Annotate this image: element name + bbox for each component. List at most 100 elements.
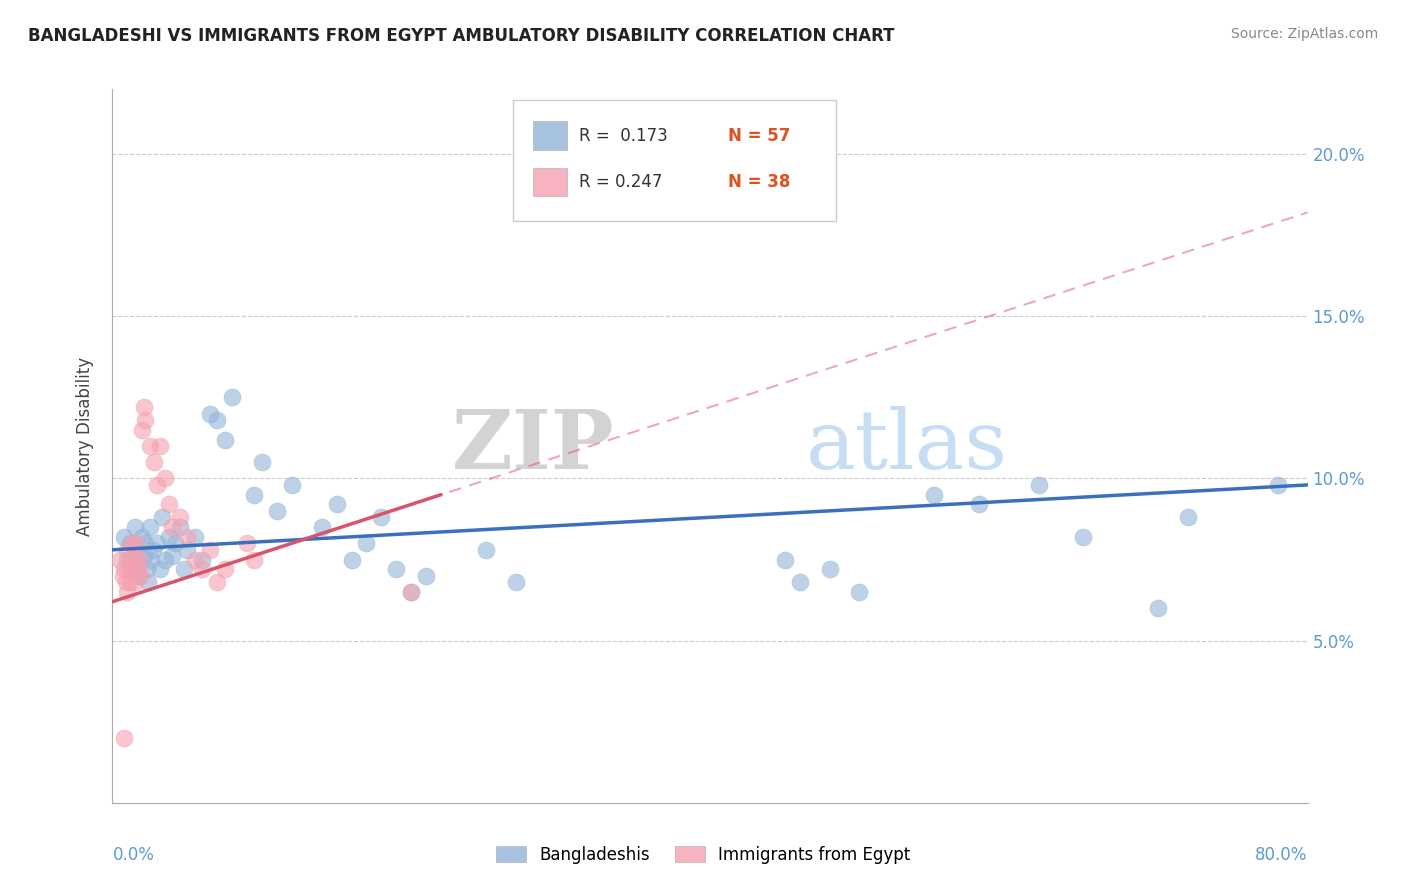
Point bbox=[131, 423, 153, 437]
Point bbox=[370, 510, 392, 524]
Point bbox=[176, 530, 198, 544]
Point bbox=[922, 488, 945, 502]
Point bbox=[385, 562, 408, 576]
Text: 0.0%: 0.0% bbox=[112, 846, 155, 863]
Text: BANGLADESHI VS IMMIGRANTS FROM EGYPT AMBULATORY DISABILITY CORRELATION CHART: BANGLADESHI VS IMMIGRANTS FROM EGYPT AMB… bbox=[28, 27, 894, 45]
Point bbox=[146, 478, 169, 492]
Point bbox=[1267, 478, 1289, 492]
Point bbox=[139, 520, 162, 534]
Point bbox=[281, 478, 304, 492]
Point bbox=[205, 413, 228, 427]
Point bbox=[214, 433, 236, 447]
Point bbox=[818, 562, 841, 576]
Point bbox=[150, 510, 173, 524]
Point bbox=[848, 585, 870, 599]
Point bbox=[114, 530, 135, 544]
Point bbox=[117, 552, 139, 566]
Point bbox=[125, 542, 148, 557]
Point bbox=[173, 562, 195, 576]
Point bbox=[157, 497, 180, 511]
Point bbox=[114, 731, 135, 745]
Point bbox=[1028, 478, 1050, 492]
Point bbox=[165, 536, 187, 550]
Point bbox=[108, 552, 131, 566]
Point bbox=[205, 575, 228, 590]
FancyBboxPatch shape bbox=[533, 168, 567, 196]
Point bbox=[128, 556, 150, 570]
Point bbox=[325, 497, 347, 511]
Point bbox=[111, 568, 134, 582]
Point bbox=[122, 562, 145, 576]
Point bbox=[121, 536, 143, 550]
Point bbox=[135, 562, 157, 576]
Point bbox=[138, 575, 160, 590]
Point bbox=[169, 520, 191, 534]
Point bbox=[183, 530, 205, 544]
Point bbox=[129, 568, 152, 582]
Point bbox=[122, 562, 145, 576]
Point bbox=[141, 552, 163, 566]
Point bbox=[139, 439, 162, 453]
Point bbox=[117, 542, 139, 557]
Point bbox=[128, 552, 150, 566]
Point bbox=[117, 585, 139, 599]
Point bbox=[176, 542, 198, 557]
Point bbox=[340, 552, 363, 566]
Point bbox=[114, 562, 135, 576]
Point bbox=[157, 530, 180, 544]
Point bbox=[505, 575, 527, 590]
Point bbox=[149, 439, 172, 453]
Point bbox=[134, 413, 156, 427]
Text: 80.0%: 80.0% bbox=[1256, 846, 1308, 863]
FancyBboxPatch shape bbox=[533, 121, 567, 150]
Text: Source: ZipAtlas.com: Source: ZipAtlas.com bbox=[1230, 27, 1378, 41]
Point bbox=[169, 510, 191, 524]
Point bbox=[183, 552, 205, 566]
Point bbox=[221, 390, 243, 404]
Point bbox=[146, 536, 169, 550]
Point bbox=[1147, 601, 1170, 615]
Point bbox=[789, 575, 811, 590]
Y-axis label: Ambulatory Disability: Ambulatory Disability bbox=[76, 357, 94, 535]
Text: ZIP: ZIP bbox=[451, 406, 614, 486]
Point bbox=[356, 536, 378, 550]
Point bbox=[214, 562, 236, 576]
Point bbox=[142, 542, 165, 557]
Point bbox=[132, 400, 155, 414]
Point bbox=[311, 520, 333, 534]
Point bbox=[191, 552, 214, 566]
Point bbox=[132, 549, 155, 564]
Point bbox=[967, 497, 990, 511]
Point bbox=[131, 530, 153, 544]
Point bbox=[124, 549, 146, 564]
Point bbox=[250, 455, 273, 469]
Point bbox=[127, 562, 149, 576]
Point bbox=[475, 542, 498, 557]
Text: R = 0.247: R = 0.247 bbox=[579, 173, 662, 191]
Point bbox=[1177, 510, 1199, 524]
Point bbox=[125, 536, 148, 550]
Point bbox=[149, 562, 172, 576]
Point bbox=[120, 575, 142, 590]
Point bbox=[153, 552, 176, 566]
Point bbox=[415, 568, 437, 582]
Point bbox=[191, 562, 214, 576]
Point bbox=[401, 585, 423, 599]
Point bbox=[153, 471, 176, 485]
Point bbox=[266, 504, 288, 518]
Point bbox=[243, 552, 266, 566]
Point bbox=[134, 536, 156, 550]
Point bbox=[243, 488, 266, 502]
Point bbox=[120, 536, 142, 550]
Point bbox=[143, 455, 166, 469]
Point bbox=[162, 520, 183, 534]
FancyBboxPatch shape bbox=[513, 100, 835, 221]
Point bbox=[127, 568, 149, 582]
Point bbox=[198, 407, 221, 421]
Point bbox=[118, 562, 141, 576]
Point bbox=[773, 552, 796, 566]
Point bbox=[115, 575, 138, 590]
Point bbox=[120, 552, 142, 566]
Point bbox=[401, 585, 423, 599]
Point bbox=[1073, 530, 1095, 544]
